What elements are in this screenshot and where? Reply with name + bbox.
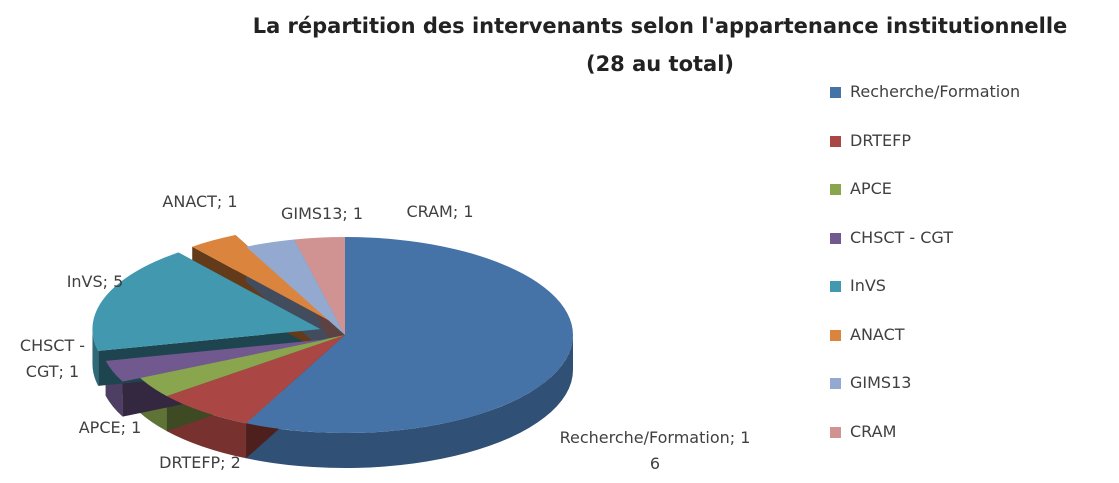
legend-label: APCE: [850, 179, 892, 198]
data-label: InVS; 5: [66, 272, 124, 291]
data-label: CRAM; 1: [406, 202, 474, 221]
slice: [105, 339, 329, 382]
legend-label: Recherche/Formation: [850, 82, 1021, 101]
chart-subtitle: (28 au total): [585, 52, 735, 76]
data-label: CHSCT - CGT; 1: [19, 336, 86, 381]
legend-swatch: [830, 135, 841, 147]
data-label: ANACT; 1: [162, 192, 238, 211]
legend-label: GIMS13: [850, 373, 912, 392]
data-label: DRTEFP; 2: [159, 453, 241, 472]
legend-label: CRAM: [850, 421, 897, 441]
legend-label: DRTEFP: [850, 130, 912, 150]
legend-swatch: [830, 87, 841, 98]
legend-swatch: [830, 232, 841, 244]
slice: [294, 237, 345, 335]
slice: [192, 235, 335, 324]
data-label: Recherche/Formation; 16: [559, 428, 751, 473]
legend-swatch: [830, 184, 841, 195]
chart-title: La répartition des intervenants selon l'…: [252, 14, 1068, 38]
slice: [92, 252, 321, 351]
legend-swatch: [830, 329, 841, 341]
legend-swatch: [830, 281, 841, 292]
data-label: GIMS13; 1: [280, 204, 364, 223]
slice: [139, 335, 345, 397]
slice: [166, 335, 345, 424]
slice-side: [246, 335, 573, 468]
legend-swatch: [830, 378, 841, 389]
slice: [246, 239, 345, 335]
slice-side: [92, 329, 99, 386]
slice: [246, 237, 574, 434]
data-label: APCE; 1: [78, 418, 142, 437]
legend-label: InVS: [850, 276, 886, 295]
legend-label: ANACT: [850, 324, 905, 344]
legend-swatch: [830, 426, 841, 438]
legend-label: CHSCT - CGT: [850, 227, 954, 247]
